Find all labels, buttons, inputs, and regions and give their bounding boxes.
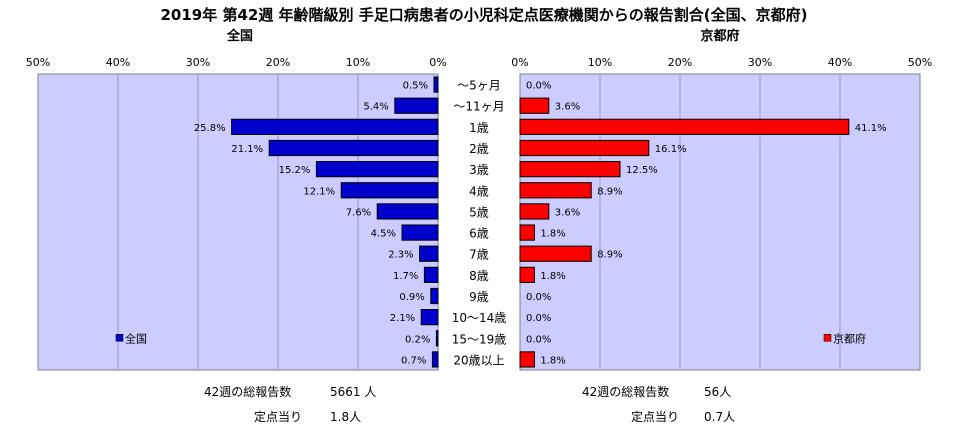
category-label: 2歳 — [469, 142, 489, 156]
category-label: 3歳 — [469, 163, 489, 177]
national-data-label: 2.1% — [390, 313, 415, 324]
kyoto-total-label: 42週の総報告数 — [582, 385, 670, 399]
kyoto-bar — [519, 182, 592, 199]
national-bar — [435, 330, 439, 347]
category-label: 8歳 — [469, 269, 489, 283]
kyoto-data-label: 41.1% — [855, 123, 887, 134]
kyoto-bar — [519, 118, 850, 135]
kyoto-bar — [519, 245, 592, 262]
national-data-label: 0.2% — [405, 334, 430, 345]
kyoto-bar — [519, 351, 535, 368]
kyoto-tick-label: 0% — [511, 56, 528, 69]
national-bar — [401, 224, 439, 241]
national-bar — [419, 245, 439, 262]
kyoto-data-label: 0.0% — [526, 292, 551, 303]
national-legend-swatch — [115, 334, 124, 342]
category-label: 15～19歳 — [452, 332, 507, 346]
national-data-label: 12.1% — [303, 186, 335, 197]
national-data-label: 21.1% — [231, 144, 263, 155]
kyoto-tick-label: 20% — [668, 56, 692, 69]
kyoto-data-label: 1.8% — [540, 229, 565, 240]
category-label: 1歳 — [469, 121, 489, 135]
national-tick-label: 0% — [429, 56, 446, 69]
national-total-label: 42週の総報告数 — [204, 385, 292, 399]
kyoto-data-label: 3.6% — [555, 207, 580, 218]
kyoto-data-label: 1.8% — [540, 355, 565, 366]
national-data-label: 2.3% — [388, 250, 413, 261]
national-bar — [433, 76, 439, 93]
national-per-label: 定点当り — [254, 410, 303, 424]
national-bar — [340, 182, 439, 199]
national-chart-title: 全国 — [226, 29, 253, 44]
national-total-value: 5661 人 — [330, 385, 377, 399]
category-label: 9歳 — [469, 290, 489, 304]
kyoto-bar — [519, 224, 535, 241]
kyoto-total-value: 56人 — [704, 385, 732, 399]
kyoto-plot-area — [519, 73, 921, 371]
kyoto-per-label: 定点当り — [631, 410, 680, 424]
category-label: ～5ヶ月 — [457, 79, 501, 93]
national-data-label: 15.2% — [279, 165, 311, 176]
national-bar — [431, 351, 439, 368]
kyoto-data-label: 8.9% — [597, 250, 622, 261]
category-label: 10～14歳 — [452, 311, 507, 325]
kyoto-data-label: 16.1% — [655, 144, 687, 155]
kyoto-bar — [519, 97, 550, 114]
national-data-label: 0.7% — [401, 355, 426, 366]
category-label: 4歳 — [469, 184, 489, 198]
national-bar — [376, 203, 439, 220]
kyoto-data-label: 3.6% — [555, 102, 580, 113]
national-data-label: 7.6% — [346, 207, 371, 218]
national-bar — [315, 161, 439, 178]
kyoto-data-label: 8.9% — [597, 186, 622, 197]
category-label: 5歳 — [469, 205, 489, 219]
category-label: 20歳以上 — [453, 353, 504, 367]
national-data-label: 0.5% — [403, 81, 428, 92]
national-bar — [430, 287, 439, 305]
kyoto-bar — [519, 203, 550, 220]
kyoto-legend-swatch — [823, 334, 832, 342]
chart-title: 2019年 第42週 年齢階級別 手足口病患者の小児科定点医療機関からの報告割合… — [160, 6, 808, 24]
national-tick-label: 50% — [26, 56, 50, 69]
national-bar — [231, 118, 439, 135]
national-tick-label: 10% — [346, 56, 370, 69]
kyoto-data-label: 1.8% — [540, 271, 565, 282]
national-data-label: 5.4% — [363, 102, 388, 113]
national-bar — [423, 266, 439, 283]
national-tick-label: 30% — [186, 56, 210, 69]
kyoto-data-label: 0.0% — [526, 313, 551, 324]
kyoto-data-label: 12.5% — [626, 165, 658, 176]
kyoto-chart-title: 京都府 — [700, 29, 740, 44]
kyoto-bar — [519, 266, 535, 283]
kyoto-legend-label: 京都府 — [833, 331, 866, 345]
national-per-value: 1.8人 — [330, 410, 362, 424]
category-label: 7歳 — [469, 248, 489, 262]
national-data-label: 25.8% — [194, 123, 226, 134]
national-bar — [268, 139, 439, 157]
category-label: 6歳 — [469, 227, 489, 241]
kyoto-tick-label: 30% — [748, 56, 772, 69]
kyoto-tick-label: 50% — [908, 56, 932, 69]
national-tick-label: 40% — [106, 56, 130, 69]
national-plot-area — [37, 73, 439, 371]
national-tick-label: 20% — [266, 56, 290, 69]
kyoto-data-label: 0.0% — [526, 81, 551, 92]
national-bar — [394, 97, 439, 114]
kyoto-tick-label: 10% — [588, 56, 612, 69]
category-label: ～11ヶ月 — [453, 100, 504, 114]
kyoto-per-value: 0.7人 — [704, 410, 736, 424]
kyoto-data-label: 0.0% — [526, 334, 551, 345]
national-bar — [420, 309, 439, 326]
national-legend-label: 全国 — [125, 331, 147, 345]
kyoto-bar — [519, 139, 650, 157]
national-data-label: 0.9% — [399, 292, 424, 303]
kyoto-bar — [519, 161, 621, 178]
national-data-label: 1.7% — [393, 271, 418, 282]
kyoto-tick-label: 40% — [828, 56, 852, 69]
national-data-label: 4.5% — [371, 229, 396, 240]
